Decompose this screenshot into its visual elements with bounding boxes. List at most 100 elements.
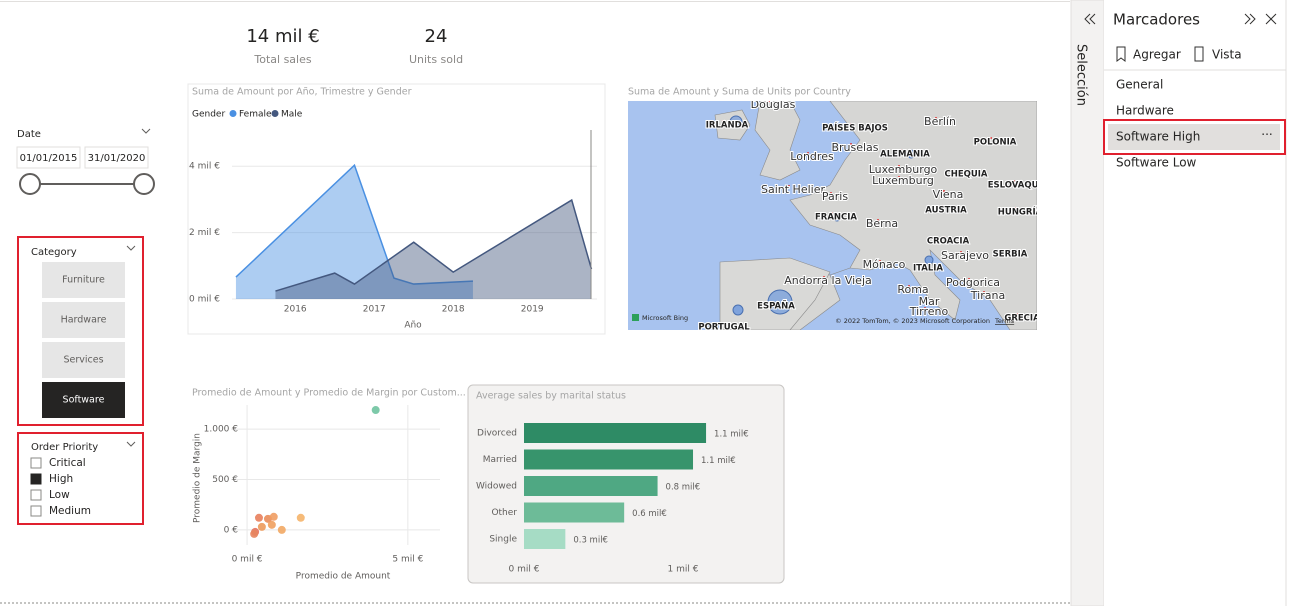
- city-dot: [943, 190, 945, 192]
- city-dot: [924, 297, 926, 299]
- date-input[interactable]: [84, 146, 149, 169]
- bar[interactable]: [524, 423, 707, 443]
- slider-handle[interactable]: [133, 173, 155, 195]
- slicer-button[interactable]: [42, 382, 125, 418]
- city-dot: [898, 165, 900, 167]
- highlight-box: [17, 236, 144, 426]
- bookmark-item[interactable]: General: [1116, 78, 1163, 92]
- slicer-title: Date: [17, 129, 41, 140]
- bubble[interactable]: [729, 115, 743, 129]
- map-label: ITALIA: [913, 264, 943, 274]
- bubble[interactable]: [906, 149, 916, 159]
- map-label: Mónaco: [863, 258, 906, 271]
- selected-row[interactable]: [1108, 124, 1280, 150]
- scatter-point[interactable]: [250, 529, 259, 538]
- x-tick-label: 1 mil €: [668, 565, 699, 575]
- area-chart: 0 mil € 2 mil € 4 mil € 2016 2017 2018 2019 Fem…: [189, 110, 597, 315]
- add-button[interactable]: Agregar: [1133, 48, 1181, 62]
- city-dot: [807, 152, 809, 154]
- map-attribution: © 2022 TomTom, © 2023 Microsoft Corporat…: [835, 317, 990, 325]
- chevron[interactable]: [141, 128, 151, 134]
- city-dot: [990, 137, 992, 139]
- bing-logo: [632, 314, 639, 321]
- bookmark-item[interactable]: Hardware: [1116, 104, 1174, 118]
- checkbox-label: Critical: [49, 457, 86, 469]
- scatter-point[interactable]: [277, 525, 286, 534]
- checkbox[interactable]: [30, 473, 42, 485]
- map-terms[interactable]: Terms: [994, 317, 1015, 325]
- bar[interactable]: [524, 502, 625, 523]
- city-dot: [830, 192, 832, 194]
- slicer-button[interactable]: [42, 262, 125, 298]
- more-options[interactable]: ···: [1261, 128, 1272, 142]
- city-dot: [1015, 207, 1017, 209]
- chart-title: Suma de Amount por Año, Trimestre y Gend…: [192, 87, 412, 98]
- city-dot: [719, 322, 721, 324]
- selection-label[interactable]: Selección: [1074, 44, 1089, 106]
- map-label: PORTUGAL: [698, 323, 750, 333]
- add-icon[interactable]: [1116, 46, 1126, 62]
- data-label: 0.3 mil€: [573, 536, 608, 546]
- map-label: ESLOVAQUIA: [988, 181, 1049, 191]
- map-label: Douglas: [751, 98, 796, 111]
- city-dot: [943, 236, 945, 238]
- city-dot: [935, 117, 937, 119]
- x-axis-label: Año: [404, 321, 422, 331]
- scatter-point[interactable]: [296, 513, 305, 522]
- chevron[interactable]: [126, 441, 136, 447]
- scatter-point[interactable]: [269, 512, 278, 521]
- city-dot: [879, 260, 881, 262]
- slider-handle[interactable]: [19, 173, 41, 195]
- chevron[interactable]: [126, 245, 136, 251]
- city-dot: [850, 123, 852, 125]
- legend-title: Gender: [192, 110, 225, 120]
- scatter-point[interactable]: [257, 522, 266, 531]
- slicer-button-label: Hardware: [61, 315, 107, 326]
- checkbox[interactable]: [30, 489, 42, 501]
- slicer-button[interactable]: [42, 302, 125, 338]
- bar[interactable]: [524, 449, 694, 470]
- area-fill: [275, 200, 592, 299]
- city-dot: [923, 263, 925, 265]
- slicer-button[interactable]: [42, 342, 125, 378]
- city-dot: [788, 185, 790, 187]
- x-tick-label: 0 mil €: [509, 565, 540, 575]
- map-label: HUNGRÍA: [998, 206, 1043, 218]
- data-label: 0.6 mil€: [632, 509, 667, 519]
- scatter-point[interactable]: [371, 406, 380, 415]
- city-dot: [968, 278, 970, 280]
- date-input[interactable]: [16, 146, 81, 169]
- collapse-icon[interactable]: [1244, 13, 1256, 25]
- category-label: Widowed: [476, 482, 517, 492]
- bookmark-item[interactable]: Software High: [1116, 130, 1200, 144]
- view-icon[interactable]: [1194, 46, 1204, 62]
- card-value: 24: [425, 26, 448, 47]
- city-dot: [924, 307, 926, 309]
- bookmark-item[interactable]: Software Low: [1116, 156, 1197, 170]
- bubble[interactable]: [767, 289, 793, 315]
- bubble[interactable]: [924, 255, 934, 265]
- expand-icon[interactable]: [1084, 13, 1096, 25]
- city-dot: [1005, 249, 1007, 251]
- scatter-point[interactable]: [267, 520, 276, 529]
- bar-chart: Divorced 1.1 mil€ Married 1.1 mil€ Widowed 0.…: [476, 423, 749, 575]
- city-dot: [1017, 313, 1019, 315]
- legend-label: Female: [239, 110, 272, 120]
- x-tick-label: 0 mil €: [232, 555, 263, 565]
- city-dot: [850, 143, 852, 145]
- scatter-point[interactable]: [254, 513, 263, 522]
- bubble[interactable]: [732, 304, 744, 316]
- view-button[interactable]: Vista: [1212, 48, 1242, 62]
- map-brand: Microsoft Bing: [642, 314, 688, 322]
- bubble[interactable]: [833, 214, 841, 222]
- checkbox[interactable]: [30, 505, 42, 517]
- category-label: Other: [491, 508, 517, 518]
- bar[interactable]: [524, 476, 658, 496]
- close-icon[interactable]: [1265, 13, 1277, 25]
- bar[interactable]: [524, 529, 566, 549]
- card-label: Units sold: [409, 53, 463, 66]
- map-label: Sarajevo: [941, 249, 989, 262]
- map-label: AUSTRIA: [925, 206, 967, 216]
- checkbox[interactable]: [30, 457, 42, 469]
